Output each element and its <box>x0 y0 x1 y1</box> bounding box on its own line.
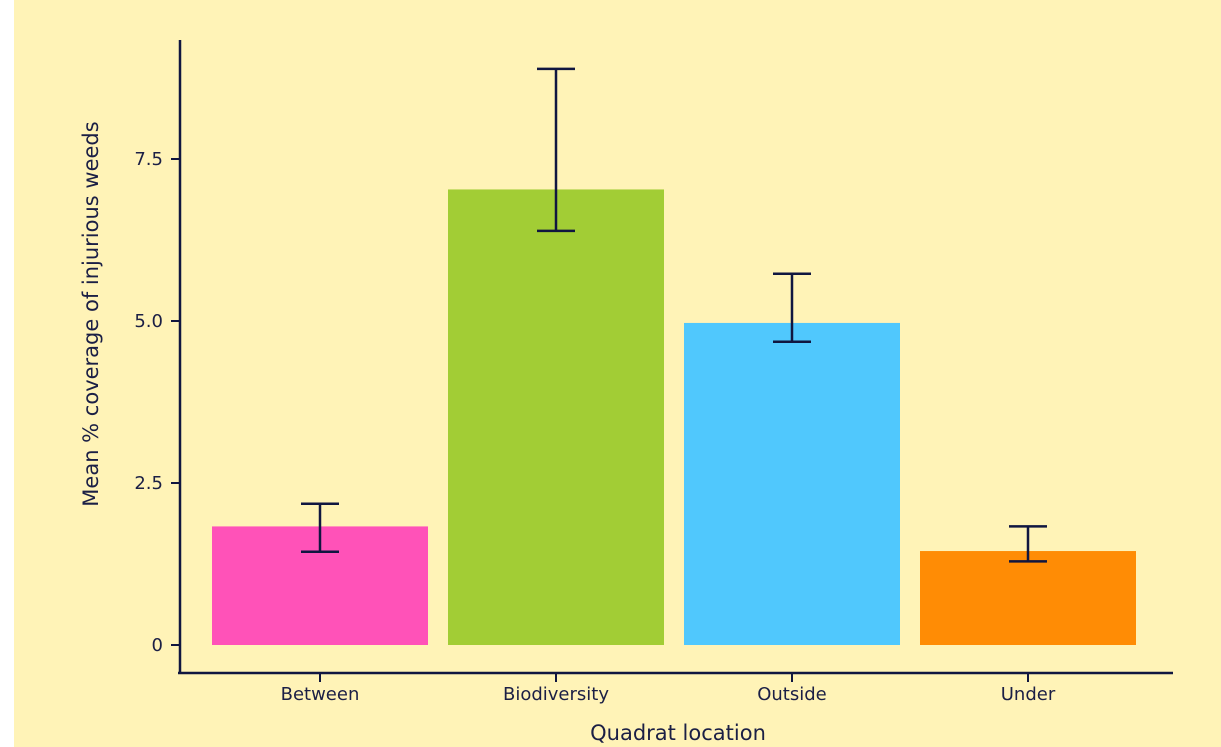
x-axis-ticks: Between Biodiversity Outside Under <box>281 673 1056 705</box>
y-axis-ticks: 0 2.5 5.0 7.5 <box>134 149 180 656</box>
bars-group <box>212 189 1136 645</box>
error-bar-under <box>1009 525 1047 563</box>
bar-under <box>920 551 1136 645</box>
bar-outside <box>684 322 900 645</box>
y-tick-label: 5.0 <box>134 311 163 332</box>
x-tick-label: Outside <box>757 684 827 705</box>
error-bar-biodiversity <box>537 67 575 233</box>
error-bar-between <box>301 502 339 553</box>
error-bars-group <box>301 67 1047 563</box>
x-axis-label: Quadrat location <box>590 721 766 745</box>
x-tick-label: Biodiversity <box>503 684 609 705</box>
y-tick-label: 0 <box>152 635 163 656</box>
y-tick-label: 7.5 <box>134 149 163 170</box>
bar-biodiversity <box>448 189 664 645</box>
x-tick-label: Under <box>1001 684 1056 705</box>
y-tick-label: 2.5 <box>134 473 163 494</box>
error-bar-outside <box>773 272 811 343</box>
y-axis-label: Mean % coverage of injurious weeds <box>79 121 103 506</box>
x-tick-label: Between <box>281 684 360 705</box>
